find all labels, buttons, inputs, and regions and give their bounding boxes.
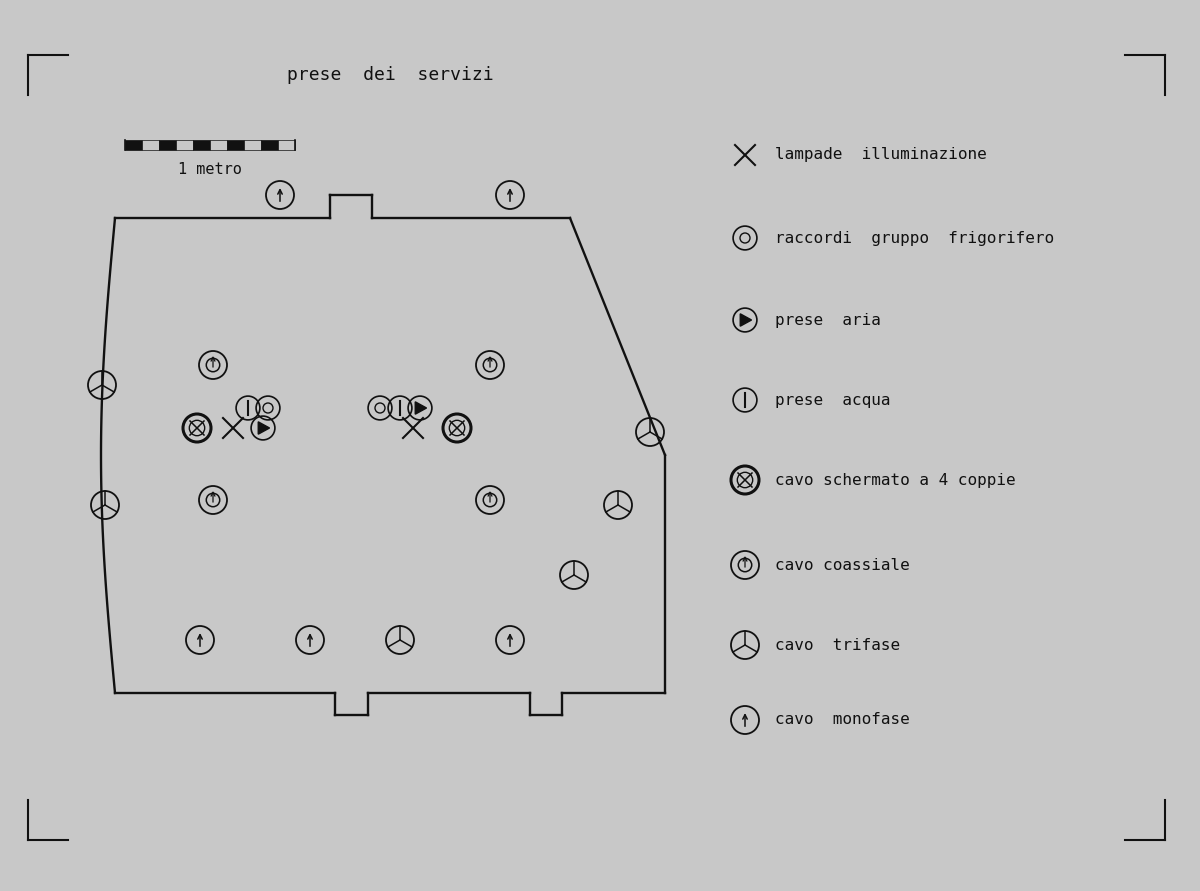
Text: prese  acqua: prese acqua bbox=[775, 393, 890, 407]
Bar bbox=[176, 140, 193, 150]
Bar bbox=[227, 140, 244, 150]
Bar bbox=[158, 140, 176, 150]
Bar bbox=[278, 140, 295, 150]
Bar bbox=[193, 140, 210, 150]
Bar bbox=[125, 140, 142, 150]
Polygon shape bbox=[740, 314, 751, 326]
Text: raccordi  gruppo  frigorifero: raccordi gruppo frigorifero bbox=[775, 231, 1054, 246]
Text: prese  dei  servizi: prese dei servizi bbox=[287, 66, 493, 84]
Bar bbox=[244, 140, 262, 150]
Bar bbox=[262, 140, 278, 150]
Text: cavo  trifase: cavo trifase bbox=[775, 637, 900, 652]
Text: lampade  illuminazione: lampade illuminazione bbox=[775, 148, 986, 162]
Bar bbox=[142, 140, 158, 150]
Text: prese  aria: prese aria bbox=[775, 313, 881, 328]
Text: 1 metro: 1 metro bbox=[178, 162, 242, 177]
Bar bbox=[210, 140, 227, 150]
Polygon shape bbox=[258, 421, 270, 434]
Text: cavo schermato a 4 coppie: cavo schermato a 4 coppie bbox=[775, 472, 1015, 487]
Text: cavo  monofase: cavo monofase bbox=[775, 713, 910, 727]
Polygon shape bbox=[415, 402, 426, 414]
Text: cavo coassiale: cavo coassiale bbox=[775, 558, 910, 573]
